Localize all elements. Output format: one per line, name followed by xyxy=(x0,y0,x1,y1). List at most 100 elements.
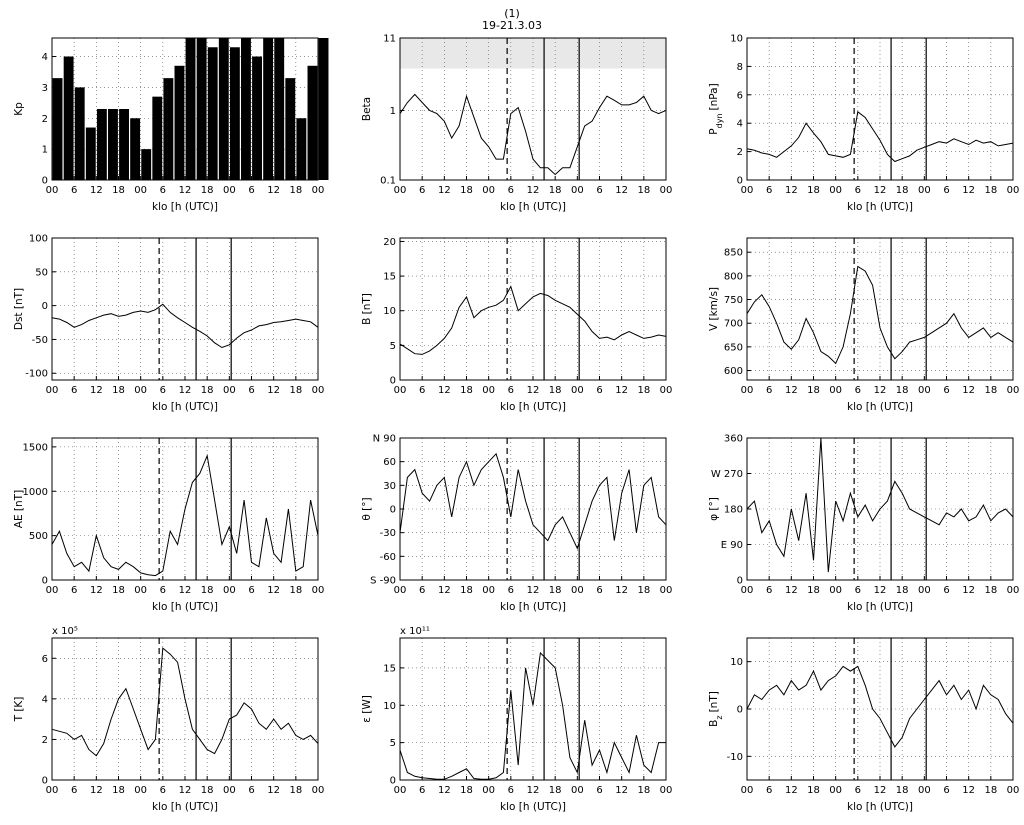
bz-series-line xyxy=(746,665,1014,748)
x-tick-label: 12 xyxy=(615,585,628,596)
x-tick-label: 00 xyxy=(741,385,754,396)
x-tick-label: 18 xyxy=(460,185,473,196)
x-tick-label: 00 xyxy=(660,385,673,396)
y-axis-label: Bz[nT] xyxy=(708,691,724,727)
y-tick-label: 0 xyxy=(42,576,48,587)
x-tick-label: 18 xyxy=(984,385,997,396)
y-tick-label: 1 xyxy=(42,145,48,156)
x-tick-label: 00 xyxy=(312,785,325,796)
x-tick-label: 12 xyxy=(179,385,192,396)
panel-t: 0 2 4 6 00 6 12 18 00 6 12 18 00 6 12 18 00 klo [h (UTC)]… xyxy=(13,626,324,813)
x-tick-label: 6 xyxy=(766,385,772,396)
x-tick-label: 00 xyxy=(394,785,407,796)
x-tick-label: 12 xyxy=(438,785,451,796)
x-tick-label: 00 xyxy=(1007,385,1020,396)
x-tick-label: 00 xyxy=(741,185,754,196)
y-tick-label: 0 xyxy=(390,505,396,516)
x-tick-label: 18 xyxy=(549,585,562,596)
y-tick-label: 6 xyxy=(42,654,48,665)
x-tick-label: 18 xyxy=(549,785,562,796)
y-tick-label: 2 xyxy=(42,735,48,746)
kp-bar xyxy=(274,38,285,180)
x-tick-label: 6 xyxy=(855,585,861,596)
x-tick-label: 00 xyxy=(223,785,236,796)
x-tick-label: 18 xyxy=(637,385,650,396)
y-tick-label: 180 xyxy=(724,505,743,516)
x-tick-label: 6 xyxy=(855,385,861,396)
kp-bar xyxy=(241,38,251,180)
x-tick-label: 18 xyxy=(201,585,214,596)
kp-bar xyxy=(196,38,207,180)
x-tick-label: 00 xyxy=(660,785,673,796)
x-tick-label: 00 xyxy=(482,185,495,196)
x-tick-label: 6 xyxy=(71,785,77,796)
x-tick-label: 00 xyxy=(46,585,59,596)
x-tick-label: 00 xyxy=(829,185,842,196)
x-tick-label: 00 xyxy=(223,185,236,196)
y-tick-label: 0 xyxy=(42,176,48,187)
y-tick-label: E 90 xyxy=(721,540,743,551)
x-tick-label: 00 xyxy=(46,785,59,796)
panel-ae: 0 500 1000 1500 00 6 12 18 00 6 12 18 00 6 12 18 00 klo [… xyxy=(13,437,324,613)
x-tick-label: 12 xyxy=(438,385,451,396)
x-axis-label: klo [h (UTC)] xyxy=(500,201,566,213)
kp-bar xyxy=(218,38,229,180)
x-tick-label: 6 xyxy=(943,585,949,596)
x-tick-label: 18 xyxy=(807,385,820,396)
x-tick-label: 6 xyxy=(248,185,254,196)
x-tick-label: 6 xyxy=(419,385,425,396)
x-tick-label: 6 xyxy=(508,385,514,396)
x-tick-label: 12 xyxy=(615,385,628,396)
x-axis-label: klo [h (UTC)] xyxy=(152,601,218,613)
kp-bar xyxy=(152,96,163,180)
x-tick-label: 12 xyxy=(527,585,540,596)
y-tick-label: 4 xyxy=(42,694,48,705)
x-tick-label: 00 xyxy=(918,385,931,396)
y-tick-label: 6 xyxy=(737,90,743,101)
y-tick-label: 0.1 xyxy=(380,176,396,187)
x-tick-label: 12 xyxy=(179,785,192,796)
x-tick-label: 6 xyxy=(71,385,77,396)
x-tick-label: 18 xyxy=(112,785,125,796)
y-tick-label: 800 xyxy=(724,271,743,282)
x-tick-label: 6 xyxy=(419,185,425,196)
y-tick-label: 0 xyxy=(42,776,48,787)
y-axis-label: ε [W] xyxy=(361,695,373,723)
x-tick-label: 6 xyxy=(160,385,166,396)
y-tick-label: 0 xyxy=(737,576,743,587)
y-tick-label: 10 xyxy=(730,657,743,668)
kp-bar xyxy=(63,56,74,180)
x-tick-label: 18 xyxy=(289,785,302,796)
x-tick-label: 18 xyxy=(984,785,997,796)
kp-bar xyxy=(130,118,141,180)
panel-dst: -100 -50 0 50 100 00 6 12 18 00 6 12 18 00 6 12 18 00 klo … xyxy=(13,234,324,414)
x-tick-label: 18 xyxy=(896,785,909,796)
y-tick-label: -50 xyxy=(32,335,48,346)
shaded-band xyxy=(400,38,666,69)
kp-bar xyxy=(163,78,174,180)
x-tick-label: 00 xyxy=(312,385,325,396)
x-tick-label: 6 xyxy=(419,585,425,596)
x-tick-label: 6 xyxy=(596,385,602,396)
y-tick-label: N 90 xyxy=(373,434,396,445)
x-tick-label: 18 xyxy=(549,385,562,396)
x-axis-label: klo [h (UTC)] xyxy=(847,401,913,413)
x-tick-label: 18 xyxy=(460,585,473,596)
y-tick-label: 700 xyxy=(724,319,743,330)
y-tick-label: 15 xyxy=(383,272,396,283)
y-tick-label: 0 xyxy=(390,776,396,787)
x-axis-label: klo [h (UTC)] xyxy=(847,201,913,213)
x-axis-label: klo [h (UTC)] xyxy=(152,401,218,413)
x-tick-label: 6 xyxy=(71,185,77,196)
x-tick-label: 12 xyxy=(785,185,798,196)
x-tick-label: 12 xyxy=(874,785,887,796)
x-tick-label: 12 xyxy=(962,785,975,796)
x-tick-label: 12 xyxy=(90,585,103,596)
kp-bar xyxy=(85,127,96,180)
x-tick-label: 12 xyxy=(874,385,887,396)
x-tick-label: 00 xyxy=(134,785,147,796)
dst-series-line xyxy=(51,303,319,349)
x-tick-label: 00 xyxy=(660,585,673,596)
